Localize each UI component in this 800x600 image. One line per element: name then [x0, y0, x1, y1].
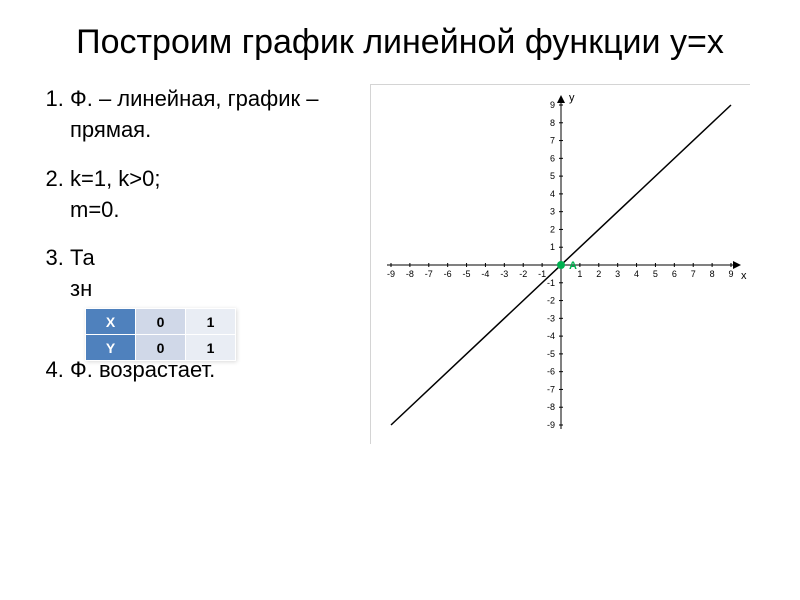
svg-text:7: 7: [550, 136, 555, 146]
svg-text:9: 9: [550, 100, 555, 110]
list-item-3-line2: зн: [70, 274, 340, 305]
svg-text:1: 1: [550, 242, 555, 252]
list-item-2: k=1, k>0; m=0.: [70, 164, 340, 226]
svg-text:x: x: [741, 270, 747, 282]
svg-text:-3: -3: [547, 314, 555, 324]
svg-text:5: 5: [653, 269, 658, 279]
list-item-2-line1: k=1, k>0;: [70, 164, 340, 195]
svg-text:-2: -2: [547, 296, 555, 306]
svg-text:6: 6: [550, 154, 555, 164]
svg-text:-8: -8: [406, 269, 414, 279]
table-y-1: 1: [186, 335, 236, 361]
svg-text:-9: -9: [547, 420, 555, 430]
svg-text:y: y: [569, 92, 575, 104]
svg-text:4: 4: [550, 189, 555, 199]
slide-title: Построим график линейной функции y=x: [40, 20, 760, 64]
table-header-1: 1: [186, 309, 236, 335]
svg-text:5: 5: [550, 171, 555, 181]
svg-text:-3: -3: [500, 269, 508, 279]
svg-text:6: 6: [672, 269, 677, 279]
svg-text:-5: -5: [463, 269, 471, 279]
svg-text:-5: -5: [547, 349, 555, 359]
svg-text:7: 7: [691, 269, 696, 279]
svg-text:-8: -8: [547, 402, 555, 412]
svg-text:-7: -7: [425, 269, 433, 279]
svg-text:-6: -6: [444, 269, 452, 279]
table-header-0: 0: [136, 309, 186, 335]
svg-text:-2: -2: [519, 269, 527, 279]
svg-text:4: 4: [634, 269, 639, 279]
content-row: Ф. – линейная, график – прямая. k=1, k>0…: [40, 84, 760, 444]
list-item-2-line2: m=0.: [70, 195, 340, 226]
table-y-0: 0: [136, 335, 186, 361]
svg-text:8: 8: [710, 269, 715, 279]
graph-container: -9 -8 -7 -6 -5 -4 -3 -2 -1 1 2 3 4 5 6 7 8 9 -9 -8 -7 -6 -5 -4 -…: [370, 84, 750, 444]
table-header-x: X: [86, 309, 136, 335]
svg-text:8: 8: [550, 118, 555, 128]
list-item-3-line1: Та: [70, 243, 340, 274]
line-chart: -9 -8 -7 -6 -5 -4 -3 -2 -1 1 2 3 4 5 6 7 8 9 -9 -8 -7 -6 -5 -4 -…: [371, 85, 751, 445]
list-item-3: Та зн: [70, 243, 340, 305]
svg-text:-1: -1: [538, 269, 546, 279]
table-header-row: X 0 1: [86, 309, 236, 335]
data-table: X 0 1 Y 0 1: [85, 308, 236, 361]
table-data-row: Y 0 1: [86, 335, 236, 361]
svg-text:-6: -6: [547, 367, 555, 377]
svg-text:-4: -4: [481, 269, 489, 279]
right-column: -9 -8 -7 -6 -5 -4 -3 -2 -1 1 2 3 4 5 6 7 8 9 -9 -8 -7 -6 -5 -4 -…: [360, 84, 760, 444]
list-item-1: Ф. – линейная, график – прямая.: [70, 84, 340, 146]
left-column: Ф. – линейная, график – прямая. k=1, k>0…: [40, 84, 340, 444]
svg-text:-7: -7: [547, 385, 555, 395]
svg-text:2: 2: [550, 225, 555, 235]
svg-text:3: 3: [615, 269, 620, 279]
table-y-label: Y: [86, 335, 136, 361]
svg-text:1: 1: [577, 269, 582, 279]
svg-text:-1: -1: [547, 278, 555, 288]
svg-text:A: A: [569, 260, 577, 272]
slide: Построим график линейной функции y=x Ф. …: [0, 0, 800, 600]
svg-text:3: 3: [550, 207, 555, 217]
svg-text:-4: -4: [547, 331, 555, 341]
svg-text:-9: -9: [387, 269, 395, 279]
svg-text:9: 9: [728, 269, 733, 279]
svg-text:2: 2: [596, 269, 601, 279]
